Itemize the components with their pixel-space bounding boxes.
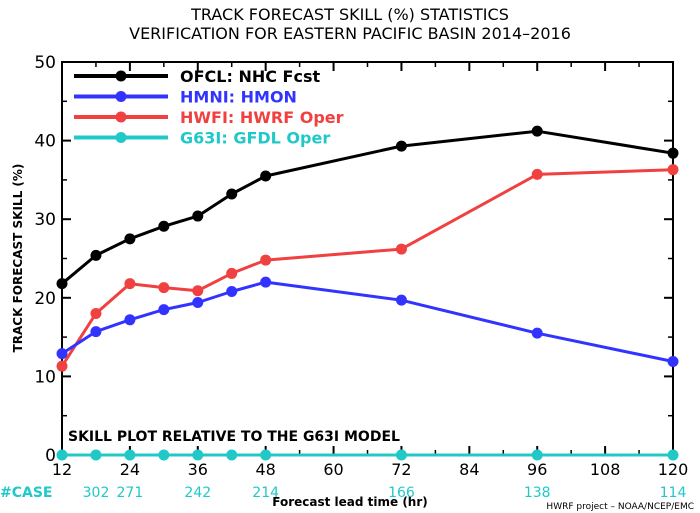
y-tick-label: 0 xyxy=(45,446,56,466)
data-point-hwfi xyxy=(395,243,407,255)
legend-marker-g63i xyxy=(115,132,127,143)
credit-text: HWRF project – NOAA/NCEP/EMC xyxy=(546,502,694,512)
x-tick-label: 48 xyxy=(255,460,275,479)
data-point-g63i xyxy=(667,449,679,461)
series-line-ofcl xyxy=(61,129,674,285)
x-tick-label: 120 xyxy=(658,460,689,479)
data-point-ofcl xyxy=(56,278,68,290)
data-point-hwfi xyxy=(192,285,204,297)
data-point-g63i xyxy=(158,449,170,461)
data-point-g63i xyxy=(531,449,543,461)
data-point-hmni xyxy=(226,286,238,298)
x-tick-label: 36 xyxy=(188,460,208,479)
chart-annotation: SKILL PLOT RELATIVE TO THE G63I MODEL xyxy=(68,429,400,445)
chart-subtitle: VERIFICATION FOR EASTERN PACIFIC BASIN 2… xyxy=(129,24,571,43)
data-point-hmni xyxy=(56,348,68,360)
data-point-g63i xyxy=(395,449,407,461)
data-point-hwfi xyxy=(531,168,543,180)
series-line-hwfi xyxy=(60,168,674,368)
data-point-hwfi xyxy=(667,164,679,176)
legend-label-g63i: G63I: GFDL Oper xyxy=(180,129,330,148)
y-axis-label: TRACK FORECAST SKILL (%) xyxy=(11,164,25,353)
case-count-label: #CASE xyxy=(0,485,53,501)
data-point-hmni xyxy=(667,355,679,367)
legend-label-ofcl: OFCL: NHC Fcst xyxy=(180,67,320,86)
x-axis-label: Forecast lead time (hr) xyxy=(272,495,428,509)
case-count-value: 114 xyxy=(660,485,687,501)
data-point-hmni xyxy=(395,294,407,306)
x-tick-label: 108 xyxy=(590,460,621,479)
data-point-hmni xyxy=(192,297,204,309)
data-point-ofcl xyxy=(192,210,204,222)
data-point-g63i xyxy=(90,449,102,461)
data-point-g63i xyxy=(260,449,272,461)
legend-marker-ofcl xyxy=(115,70,127,82)
data-point-g63i xyxy=(56,449,68,461)
data-point-ofcl xyxy=(226,188,238,200)
data-point-ofcl xyxy=(395,140,407,152)
case-count-value: 271 xyxy=(117,485,144,501)
data-point-ofcl xyxy=(158,220,170,232)
legend-label-hwfi: HWFI: HWRF Oper xyxy=(180,108,344,127)
x-tick-label: 60 xyxy=(323,460,343,479)
case-count-value: 214 xyxy=(252,485,279,501)
y-tick-label: 10 xyxy=(34,367,56,387)
data-point-hwfi xyxy=(158,282,170,294)
data-point-hmni xyxy=(158,304,170,316)
data-point-hwfi xyxy=(56,360,68,372)
data-point-ofcl xyxy=(124,233,136,245)
data-point-hmni xyxy=(531,327,543,339)
x-tick-label: 96 xyxy=(527,460,547,479)
case-count-value: 166 xyxy=(388,485,415,501)
data-point-hmni xyxy=(260,276,272,288)
data-point-g63i xyxy=(124,449,136,461)
data-point-hwfi xyxy=(124,278,136,290)
x-tick-label: 12 xyxy=(52,460,72,479)
case-count-value: 242 xyxy=(184,485,211,501)
y-tick-label: 20 xyxy=(34,289,56,309)
y-tick-label: 30 xyxy=(34,210,56,230)
data-point-hwfi xyxy=(260,254,272,266)
chart-title: TRACK FORECAST SKILL (%) STATISTICS xyxy=(190,5,509,24)
data-point-hwfi xyxy=(90,308,102,320)
data-point-ofcl xyxy=(531,125,543,137)
case-count-value: 302 xyxy=(83,485,110,501)
data-point-g63i xyxy=(192,449,204,461)
data-point-hmni xyxy=(124,314,136,326)
plot-frame xyxy=(61,61,674,456)
data-point-hwfi xyxy=(226,267,238,279)
series-line-hmni xyxy=(61,280,674,363)
legend-label-hmni: HMNI: HMON xyxy=(180,88,297,107)
data-point-ofcl xyxy=(90,249,102,261)
x-tick-label: 84 xyxy=(459,460,479,479)
y-tick-label: 50 xyxy=(34,53,56,73)
legend-marker-hmni xyxy=(115,91,127,102)
data-point-ofcl xyxy=(260,170,272,182)
data-point-ofcl xyxy=(667,147,679,159)
x-tick-label: 24 xyxy=(120,460,140,479)
legend-marker-hwfi xyxy=(115,111,127,123)
data-point-hmni xyxy=(90,326,102,338)
x-tick-label: 72 xyxy=(391,460,411,479)
y-tick-label: 40 xyxy=(34,132,56,152)
data-point-g63i xyxy=(226,449,238,461)
case-count-value: 138 xyxy=(524,485,551,501)
